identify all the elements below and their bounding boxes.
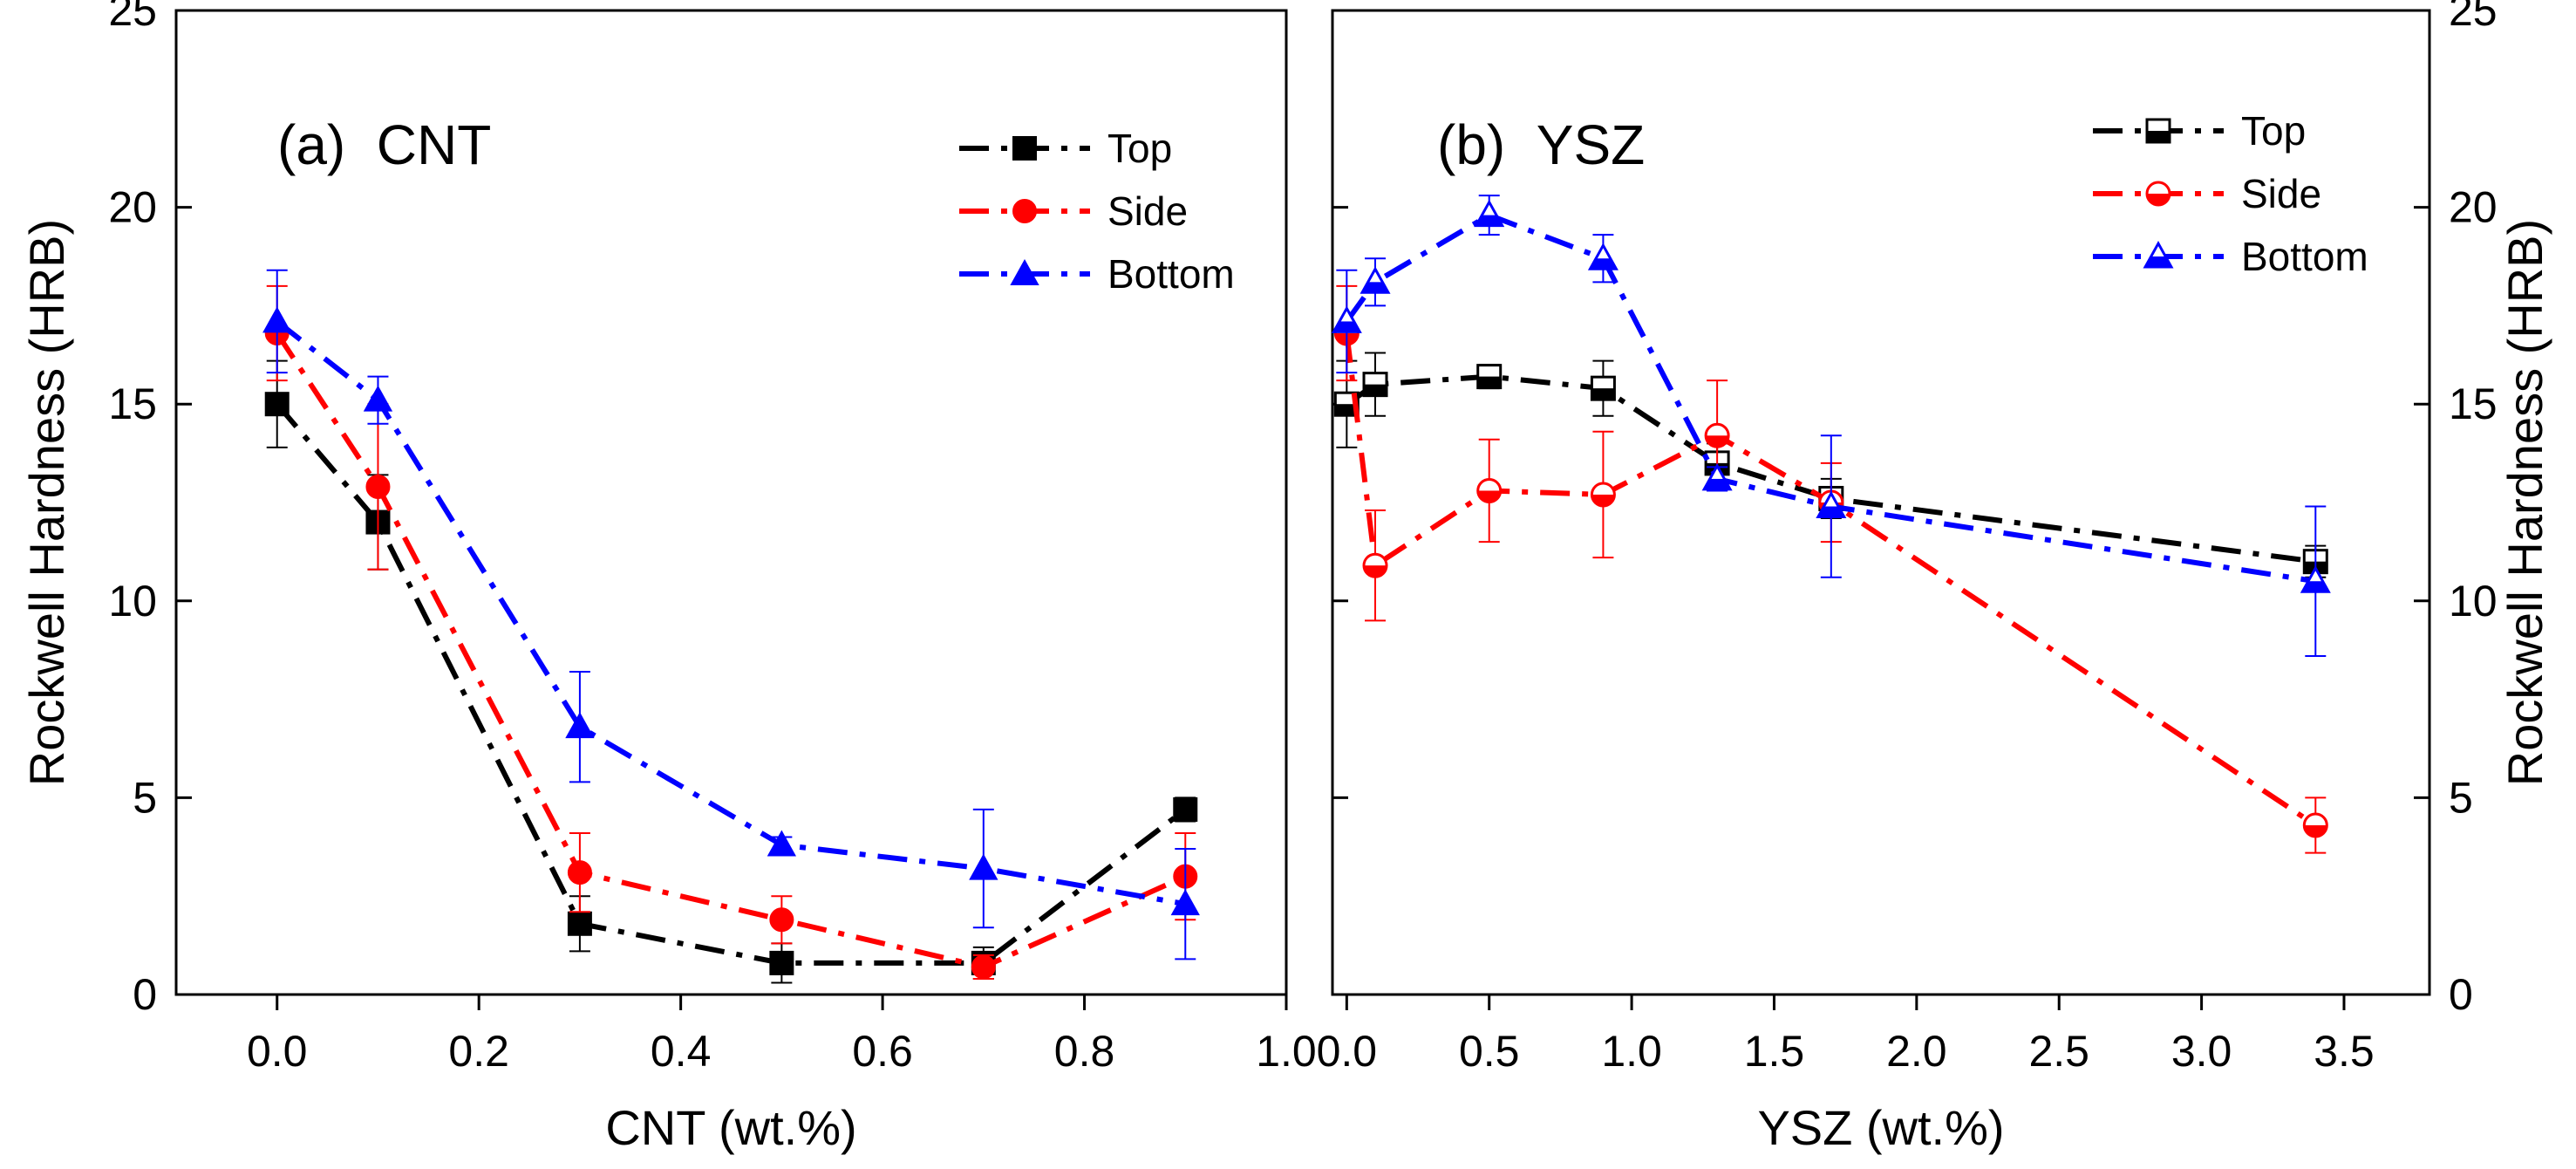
- legend-label: Side: [2241, 171, 2321, 216]
- x-tick-label: 2.5: [2028, 1027, 2089, 1076]
- series-bottom: [262, 269, 1200, 960]
- x-tick-label: 0.6: [852, 1027, 913, 1076]
- legend-entry-top: Top: [959, 126, 1172, 171]
- data-point-bottom-half-fill: [1817, 506, 1844, 517]
- y-axis-title: Rockwell Hardness (HRB): [19, 219, 74, 786]
- data-point-bottom: [969, 853, 998, 880]
- data-point-side-half-fill: [1477, 490, 1501, 502]
- data-point-bottom: [767, 830, 797, 857]
- y-tick-label: 15: [108, 379, 157, 428]
- y-tick-label: 20: [2449, 183, 2498, 232]
- x-tick-label: 1.0: [1601, 1027, 1662, 1076]
- legend-marker-half-fill: [2147, 131, 2170, 142]
- x-tick-label: 3.0: [2171, 1027, 2232, 1076]
- series-bottom: [1331, 195, 2331, 657]
- series-line-side: [275, 332, 1187, 970]
- y-tick-label: 0: [133, 970, 157, 1019]
- legend-marker: [1010, 258, 1039, 285]
- y-tick-label: 20: [108, 183, 157, 232]
- data-point-bottom: [363, 385, 393, 412]
- data-point-bottom-half-fill: [1333, 321, 1360, 332]
- x-tick-label: 0.4: [651, 1027, 712, 1076]
- data-point-top-half-fill: [1364, 384, 1387, 396]
- x-tick-label: 0.5: [1459, 1027, 1520, 1076]
- series-line-bottom: [275, 319, 1186, 907]
- y-tick-label: 5: [2449, 773, 2473, 822]
- series-line-top: [275, 402, 1188, 966]
- data-point-top: [264, 392, 290, 417]
- series-top: [264, 359, 1198, 984]
- data-point-side-half-fill: [1364, 565, 1387, 578]
- legend-label: Top: [2241, 108, 2306, 154]
- data-point-top: [769, 950, 794, 975]
- legend-marker-half-fill: [2145, 256, 2171, 267]
- y-axis-title: Rockwell Hardness (HRB): [2498, 219, 2552, 786]
- data-point-bottom-half-fill: [1704, 478, 1731, 489]
- x-tick-label: 1.5: [1744, 1027, 1805, 1076]
- y-tick-label: 25: [108, 0, 157, 35]
- x-tick-label: 0.0: [1317, 1027, 1378, 1076]
- y-tick-label: 5: [133, 773, 157, 822]
- panel-b: 0 5 10 15 20 25 0.0 0.5 1.0 1.5 2.0 2.5 3.0 3.5 YSZ (w…: [1317, 0, 2552, 1155]
- y-tick-label: 0: [2449, 970, 2473, 1019]
- legend-label: Bottom: [2241, 234, 2368, 279]
- y-tick-label: 10: [108, 577, 157, 626]
- y-tick-label: 10: [2449, 577, 2498, 626]
- data-point-top-half-fill: [1591, 388, 1615, 400]
- legend-marker: [1012, 199, 1037, 223]
- x-tick-label: 3.5: [2314, 1027, 2375, 1076]
- data-point-side: [567, 860, 592, 885]
- data-point-bottom: [262, 306, 292, 333]
- panel-a: 0 5 10 15 20 25 0.0 0.2 0.4 0.6 0.8 1.0 CNT (wt.%) Ro…: [19, 0, 1317, 1155]
- legend-entry-side: Side: [2093, 171, 2321, 216]
- x-axis-title: CNT (wt.%): [605, 1100, 856, 1155]
- x-tick-label: 0.0: [247, 1027, 308, 1076]
- data-point-bottom-half-fill: [1362, 282, 1388, 293]
- data-point-bottom: [1170, 889, 1200, 916]
- y-tick-label: 15: [2449, 379, 2498, 428]
- data-point-bottom-half-fill: [1590, 258, 1617, 270]
- plot-frame: [1331, 9, 2431, 996]
- series-side: [264, 284, 1198, 980]
- legend-entry-top: Top: [2093, 108, 2306, 154]
- data-point-side: [971, 954, 996, 980]
- data-point-top: [1173, 796, 1198, 822]
- x-tick-label: 0.8: [1054, 1027, 1115, 1076]
- legend-label: Top: [1107, 126, 1172, 171]
- panel-label: (a) CNT: [277, 113, 491, 176]
- data-point-bottom-half-fill: [2302, 581, 2329, 592]
- legend-marker-half-fill: [2147, 194, 2170, 205]
- data-point-bottom-half-fill: [1475, 215, 1503, 226]
- y-tick-label: 25: [2449, 0, 2498, 35]
- data-point-side: [365, 474, 391, 499]
- legend-entry-bottom: Bottom: [959, 251, 1235, 297]
- series-line-side: [1344, 332, 2317, 828]
- data-point-bottom: [565, 712, 595, 739]
- data-point-top-half-fill: [1477, 376, 1501, 388]
- data-point-side-half-fill: [1706, 435, 1729, 448]
- legend-marker: [1012, 136, 1037, 161]
- x-tick-label: 2.0: [1886, 1027, 1947, 1076]
- legend-entry-bottom: Bottom: [2093, 234, 2368, 279]
- data-point-top: [567, 911, 592, 936]
- legend-entry-side: Side: [959, 188, 1188, 234]
- data-point-top-half-fill: [1335, 404, 1359, 416]
- legend-label: Side: [1107, 188, 1188, 234]
- panel-label: (b) YSZ: [1437, 113, 1645, 176]
- data-point-side: [769, 907, 794, 933]
- data-point-side-half-fill: [1591, 494, 1615, 506]
- x-tick-label: 1.0: [1256, 1027, 1317, 1076]
- x-tick-label: 0.2: [448, 1027, 509, 1076]
- plot-frame: [174, 9, 1288, 996]
- data-point-side-half-fill: [2304, 824, 2327, 837]
- legend-label: Bottom: [1107, 251, 1235, 297]
- x-axis-title: YSZ (wt.%): [1757, 1100, 2004, 1155]
